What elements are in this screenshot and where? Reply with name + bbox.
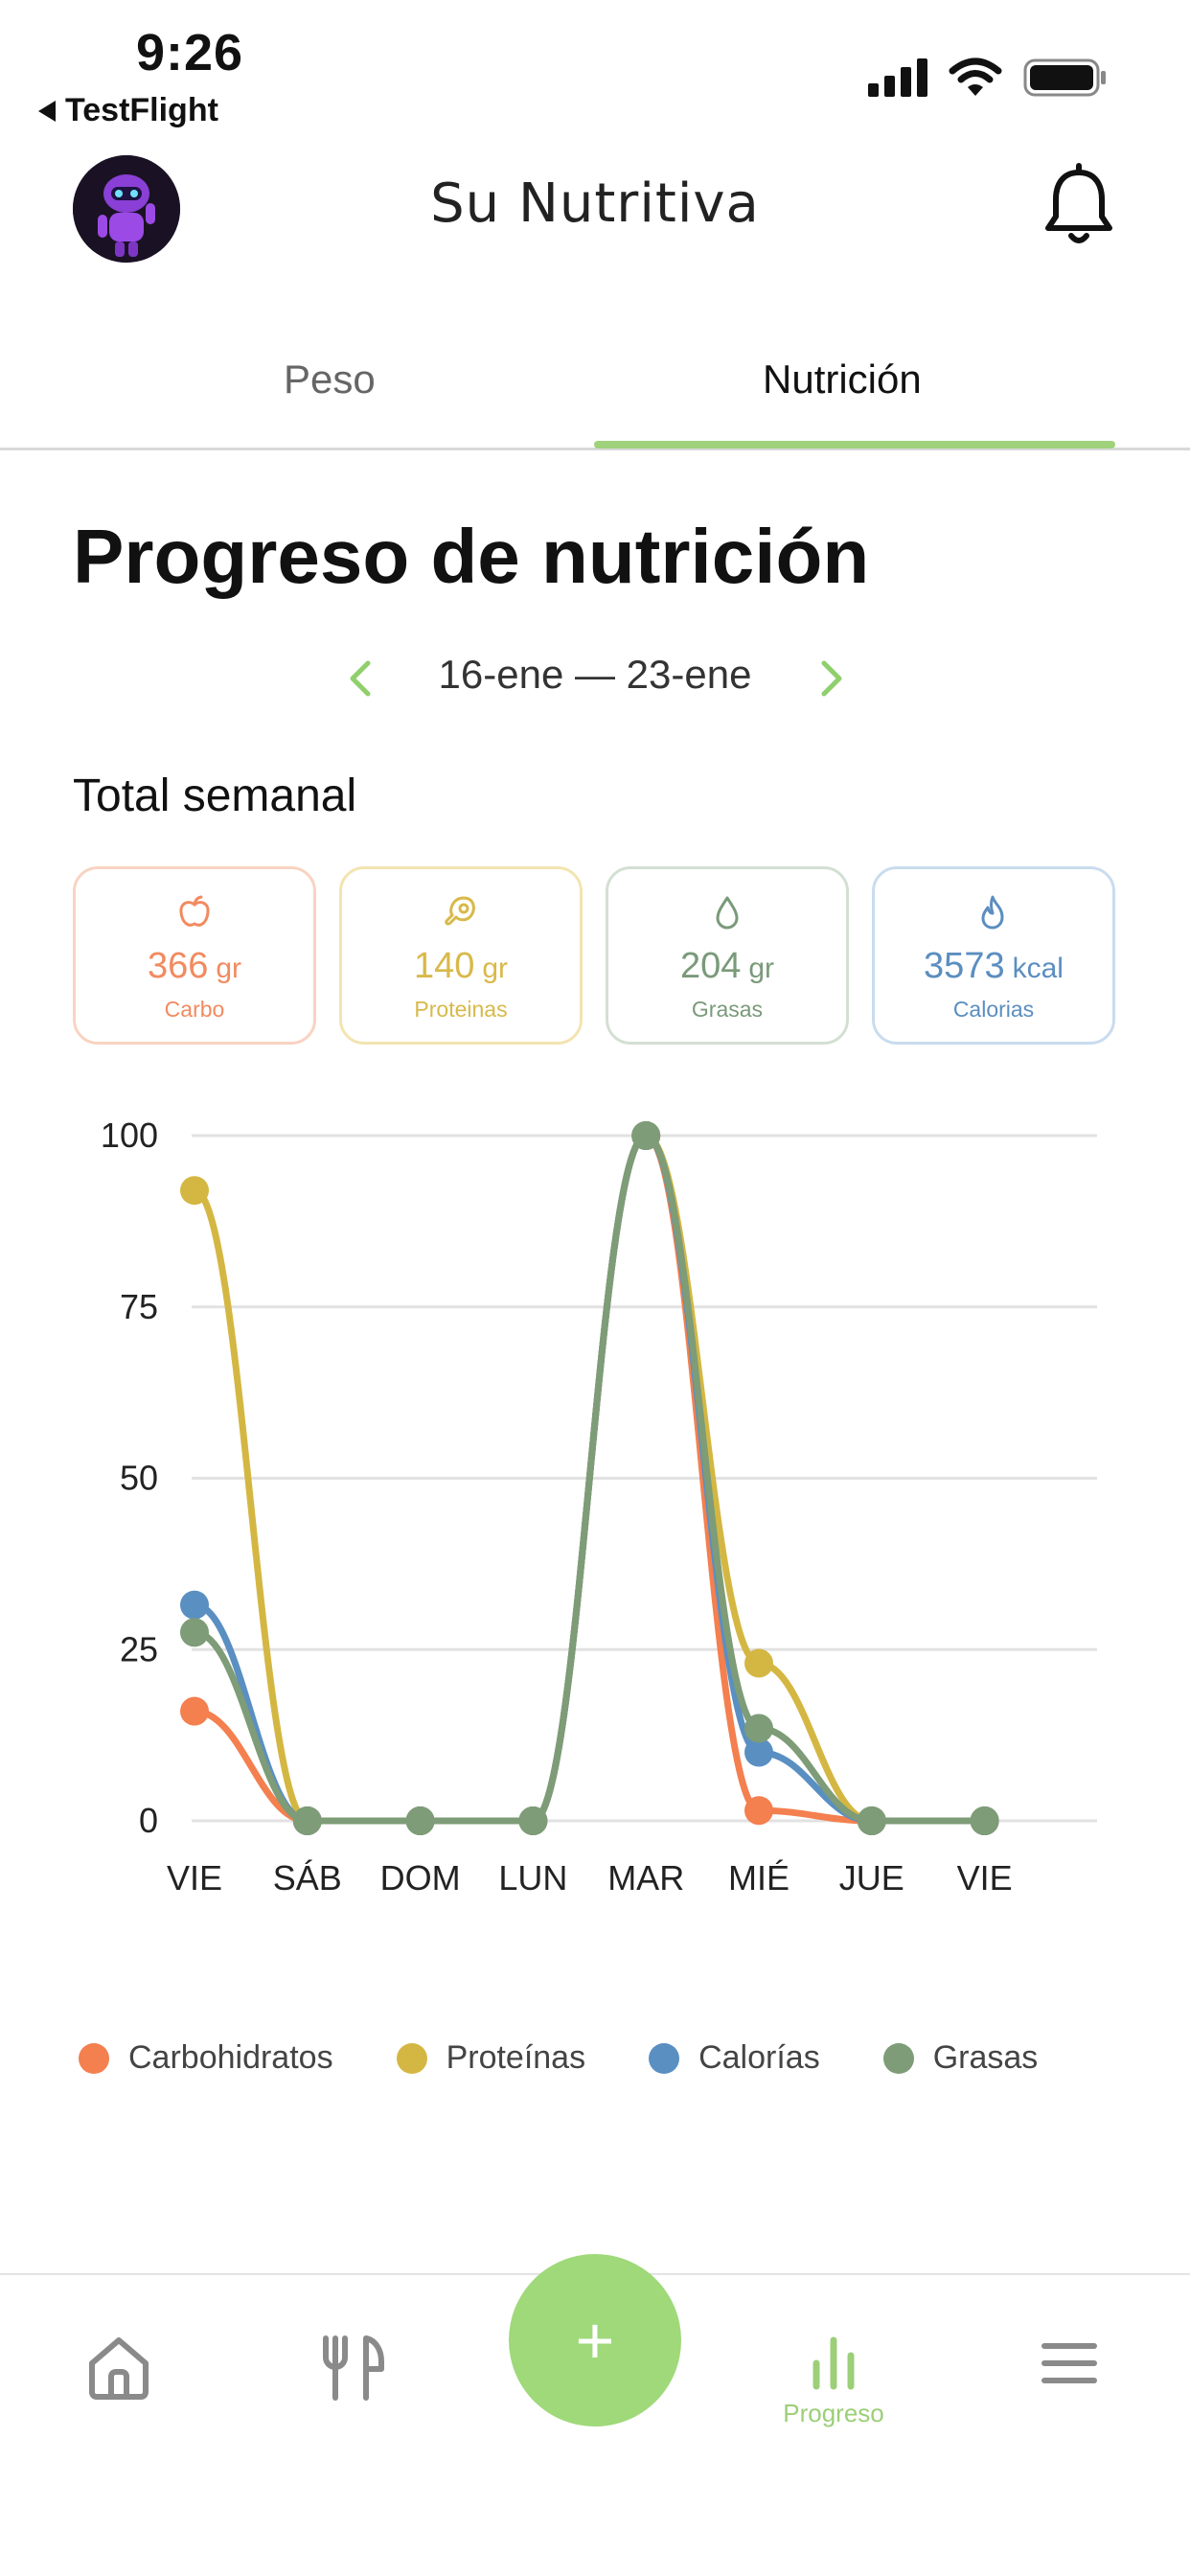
tab-nutricion[interactable]: Nutrición (763, 356, 922, 402)
data-point (744, 1737, 773, 1767)
x-tick-label: MAR (607, 1858, 684, 1898)
y-tick-label: 100 (101, 1116, 158, 1155)
bell-icon[interactable] (1041, 163, 1117, 249)
legend-item: Proteínas (396, 2039, 586, 2077)
data-point (631, 1121, 661, 1150)
avatar[interactable] (73, 155, 180, 263)
y-tick-label: 50 (120, 1459, 158, 1498)
grasas-label: Grasas (691, 997, 764, 1022)
app-header: Su Nutritiva (0, 144, 1190, 278)
grasas-card: 204 gr Grasas (606, 866, 849, 1045)
nav-home[interactable] (84, 2333, 153, 2406)
legend-dot (882, 2042, 914, 2074)
section-label: Total semanal (73, 770, 357, 821)
tab-peso[interactable]: Peso (284, 356, 376, 402)
robot-avatar-icon (73, 155, 180, 263)
legend-item: Carbohidratos (79, 2039, 333, 2077)
chevron-left-icon[interactable] (341, 657, 379, 700)
data-point (180, 1696, 209, 1726)
tab-bar: Peso Nutrición (0, 316, 1190, 450)
data-point (518, 1806, 548, 1835)
calorias-unit: kcal (1012, 953, 1064, 984)
date-range: 16-ene — 23-ene (438, 652, 752, 697)
data-point (180, 1176, 209, 1206)
back-triangle-icon (38, 100, 56, 122)
bar-chart-icon (812, 2336, 855, 2390)
data-point (970, 1806, 999, 1835)
grasas-value: 204 (679, 946, 742, 986)
drop-icon (716, 896, 739, 930)
nav-meals[interactable] (320, 2333, 389, 2406)
legend-dot (79, 2042, 109, 2074)
signal-icon (868, 58, 927, 97)
home-icon (89, 2337, 149, 2400)
legend-dot (649, 2042, 680, 2074)
app-title: Su Nutritiva (430, 172, 760, 235)
x-tick-label: VIE (167, 1858, 222, 1898)
y-tick-label: 75 (120, 1287, 158, 1326)
back-to-testflight[interactable]: TestFlight (38, 92, 218, 129)
flame-icon (981, 895, 1004, 930)
calorias-card: 3573 kcal Calorias (872, 866, 1115, 1045)
data-point (744, 1796, 773, 1826)
grasas-unit: gr (748, 953, 775, 984)
fork-knife-icon (323, 2335, 384, 2401)
data-point (292, 1806, 322, 1835)
proteinas-label: Proteinas (414, 997, 508, 1022)
legend-item: Calorías (649, 2039, 820, 2077)
legend-label: Proteínas (446, 2039, 586, 2076)
wifi-icon (949, 58, 1002, 96)
back-label: TestFlight (65, 92, 218, 128)
series-line (191, 1132, 989, 1825)
active-tab-indicator (594, 441, 1115, 448)
nav-progreso-label: Progreso (783, 2399, 884, 2427)
x-tick-label: LUN (498, 1858, 567, 1898)
battery-icon (1023, 58, 1106, 97)
data-point (857, 1806, 886, 1835)
carbo-value: 366 (147, 946, 209, 986)
x-tick-label: JUE (839, 1858, 904, 1898)
meat-icon (445, 896, 475, 926)
legend-item: Grasas (882, 2039, 1039, 2077)
legend-label: Calorías (698, 2039, 820, 2076)
data-point (744, 1714, 773, 1743)
nutrition-line-chart: 0 25 50 75 100 VIE SÁB DOM LUN MAR MIÉ JUE VIE (101, 1116, 1097, 1898)
x-tick-label: MIÉ (728, 1858, 790, 1898)
data-point (744, 1648, 773, 1678)
weekly-totals: 366 gr Carbo 140 gr Proteinas 204 gr Grasas… (73, 866, 1117, 1045)
proteinas-unit: gr (482, 953, 509, 984)
carbo-card: 366 gr Carbo (73, 866, 316, 1045)
chevron-right-icon[interactable] (812, 657, 851, 700)
data-point (180, 1618, 209, 1647)
x-tick-label: DOM (380, 1858, 461, 1898)
status-icons (868, 58, 1108, 98)
data-point (405, 1806, 435, 1835)
calorias-value: 3573 (924, 946, 1005, 986)
nav-menu[interactable] (1039, 2333, 1100, 2399)
x-tick-label: SÁB (273, 1858, 342, 1898)
legend-label: Grasas (932, 2039, 1039, 2076)
proteinas-value: 140 (413, 946, 475, 986)
menu-icon (1041, 2343, 1097, 2383)
carbo-unit: gr (216, 953, 242, 984)
y-tick-label: 25 (120, 1629, 158, 1668)
nav-progreso[interactable]: Progreso (767, 2333, 901, 2428)
x-tick-label: VIE (957, 1858, 1013, 1898)
y-tick-label: 0 (139, 1801, 158, 1840)
apple-icon (179, 895, 210, 927)
chart-legend: Carbohidratos Proteínas Calorías Grasas (79, 2039, 1101, 2077)
data-point (180, 1590, 209, 1620)
date-navigator: 16-ene — 23-ene (0, 644, 1190, 711)
status-bar: 9:26 TestFlight (0, 0, 1190, 144)
legend-label: Carbohidratos (128, 2039, 333, 2076)
proteinas-card: 140 gr Proteinas (339, 866, 583, 1045)
calorias-label: Calorias (952, 997, 1035, 1022)
status-time: 9:26 (136, 24, 244, 81)
carbo-label: Carbo (164, 997, 225, 1022)
bottom-navigation: + Progreso (0, 2254, 1190, 2576)
legend-dot (396, 2042, 427, 2074)
page-title: Progreso de nutrición (73, 514, 870, 599)
add-button[interactable]: + (509, 2254, 681, 2426)
